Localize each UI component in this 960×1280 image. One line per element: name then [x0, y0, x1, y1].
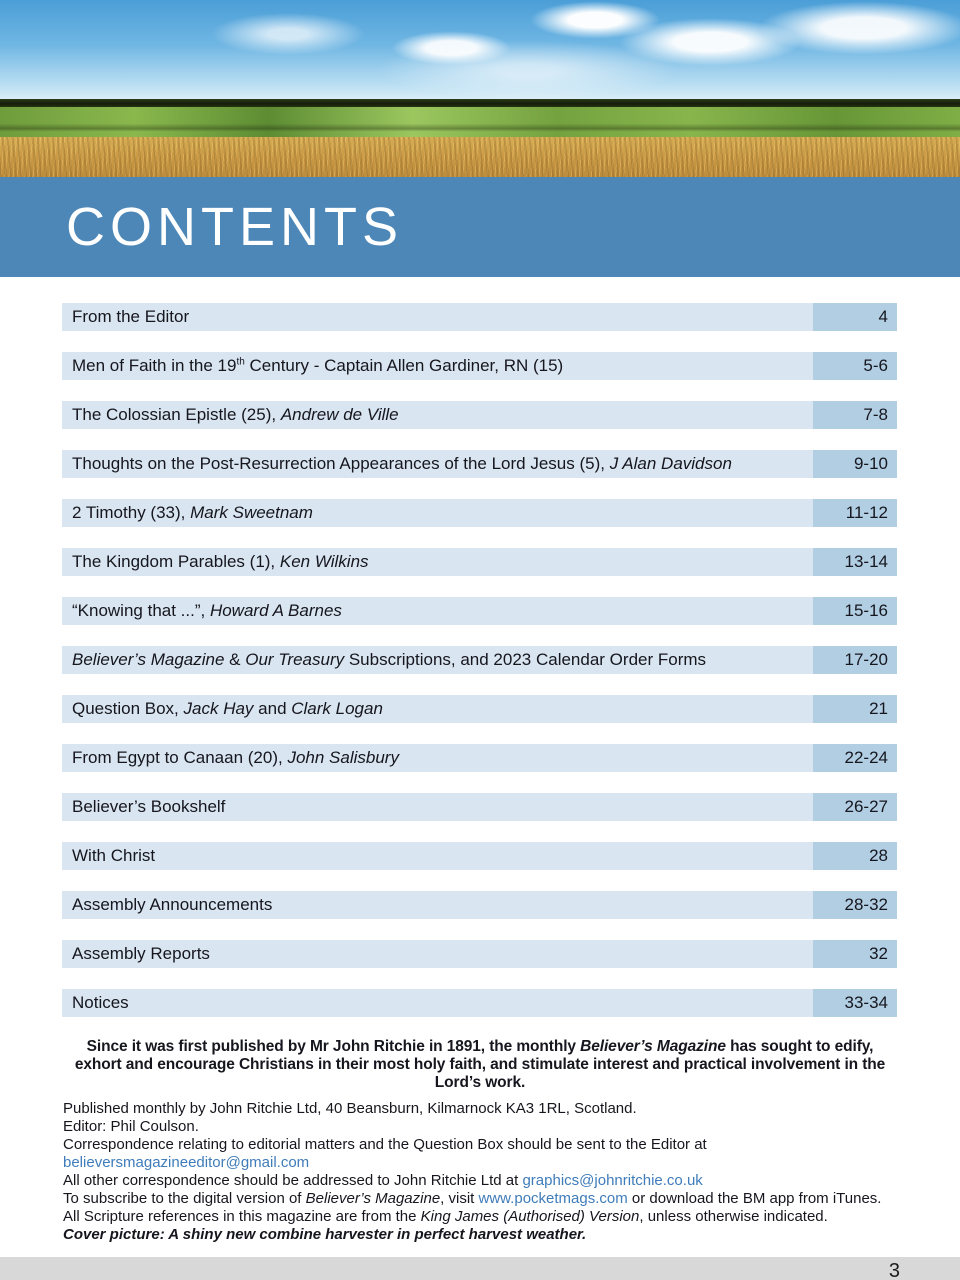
- toc-row: The Kingdom Parables (1), Ken Wilkins 13…: [62, 548, 897, 576]
- toc-row: With Christ 28: [62, 842, 897, 870]
- toc-row-pages: 5-6: [813, 352, 897, 380]
- pocketmags-link[interactable]: www.pocketmags.com: [478, 1190, 628, 1207]
- graphics-email-link[interactable]: graphics@johnritchie.co.uk: [522, 1172, 703, 1189]
- toc-row: Assembly Reports 32: [62, 940, 897, 968]
- page-number: 3: [888, 1260, 900, 1280]
- mission-statement: Since it was first published by Mr John …: [74, 1038, 886, 1091]
- contents-band: CONTENTS: [0, 177, 960, 277]
- toc-row: Thoughts on the Post-Resurrection Appear…: [62, 450, 897, 478]
- toc-row: 2 Timothy (33), Mark Sweetnam 11-12: [62, 499, 897, 527]
- toc-row-pages: 32: [813, 940, 897, 968]
- toc-row-pages: 7-8: [813, 401, 897, 429]
- publication-line: Cover picture: A shiny new combine harve…: [63, 1226, 587, 1243]
- toc-list: From the Editor 4 Men of Faith in the 19…: [62, 303, 897, 1017]
- toc-row-pages: 17-20: [813, 646, 897, 674]
- toc-row-pages: 15-16: [813, 597, 897, 625]
- toc-row-pages: 26-27: [813, 793, 897, 821]
- toc-row-pages: 28-32: [813, 891, 897, 919]
- publication-info: Published monthly by John Ritchie Ltd, 4…: [63, 1100, 920, 1244]
- cover-photo: [0, 0, 960, 177]
- toc-row-title: From the Editor: [62, 303, 813, 331]
- publication-line: Published monthly by John Ritchie Ltd, 4…: [63, 1100, 637, 1117]
- toc-row: “Knowing that ...”, Howard A Barnes 15-1…: [62, 597, 897, 625]
- toc-row-pages: 33-34: [813, 989, 897, 1017]
- publication-line: Editor: Phil Coulson.: [63, 1118, 199, 1135]
- toc-row-title: Thoughts on the Post-Resurrection Appear…: [62, 450, 813, 478]
- toc-row-pages: 22-24: [813, 744, 897, 772]
- toc-row-pages: 9-10: [813, 450, 897, 478]
- toc-row-title: Notices: [62, 989, 813, 1017]
- toc-row-title: From Egypt to Canaan (20), John Salisbur…: [62, 744, 813, 772]
- green-fields-layer: [0, 107, 960, 137]
- toc-row: From the Editor 4: [62, 303, 897, 331]
- sky-clouds-layer: [0, 0, 960, 99]
- toc-row-title: Men of Faith in the 19th Century - Capta…: [62, 352, 813, 380]
- toc-row-title: “Knowing that ...”, Howard A Barnes: [62, 597, 813, 625]
- toc-row-pages: 4: [813, 303, 897, 331]
- toc-row: Men of Faith in the 19th Century - Capta…: [62, 352, 897, 380]
- toc-row: Believer’s Bookshelf 26-27: [62, 793, 897, 821]
- toc-row: The Colossian Epistle (25), Andrew de Vi…: [62, 401, 897, 429]
- wheat-field-layer: [0, 137, 960, 177]
- toc-row-pages: 13-14: [813, 548, 897, 576]
- toc-row-title: Assembly Announcements: [62, 891, 813, 919]
- editor-email-link[interactable]: believersmagazineeditor@gmail.com: [63, 1154, 310, 1171]
- toc-row: Notices 33-34: [62, 989, 897, 1017]
- publication-line: To subscribe to the digital version of B…: [63, 1190, 882, 1207]
- toc-row-title: Assembly Reports: [62, 940, 813, 968]
- publication-line: Correspondence relating to editorial mat…: [63, 1136, 707, 1171]
- toc-row: Assembly Announcements 28-32: [62, 891, 897, 919]
- publication-line: All Scripture references in this magazin…: [63, 1208, 828, 1225]
- toc-row-title: Believer’s Bookshelf: [62, 793, 813, 821]
- toc-row-pages: 21: [813, 695, 897, 723]
- toc-row: From Egypt to Canaan (20), John Salisbur…: [62, 744, 897, 772]
- toc-row-title: Believer’s Magazine & Our Treasury Subsc…: [62, 646, 813, 674]
- page-title: CONTENTS: [66, 197, 403, 257]
- toc-row-title: 2 Timothy (33), Mark Sweetnam: [62, 499, 813, 527]
- toc-row-pages: 11-12: [813, 499, 897, 527]
- toc-row-title: The Kingdom Parables (1), Ken Wilkins: [62, 548, 813, 576]
- toc-row-title: Question Box, Jack Hay and Clark Logan: [62, 695, 813, 723]
- treeline-layer: [0, 99, 960, 107]
- publication-line: All other correspondence should be addre…: [63, 1172, 703, 1189]
- footer-bar: 3: [0, 1257, 960, 1280]
- toc-row: Believer’s Magazine & Our Treasury Subsc…: [62, 646, 897, 674]
- toc-row-pages: 28: [813, 842, 897, 870]
- toc-row: Question Box, Jack Hay and Clark Logan 2…: [62, 695, 897, 723]
- toc-row-title: With Christ: [62, 842, 813, 870]
- toc-row-title: The Colossian Epistle (25), Andrew de Vi…: [62, 401, 813, 429]
